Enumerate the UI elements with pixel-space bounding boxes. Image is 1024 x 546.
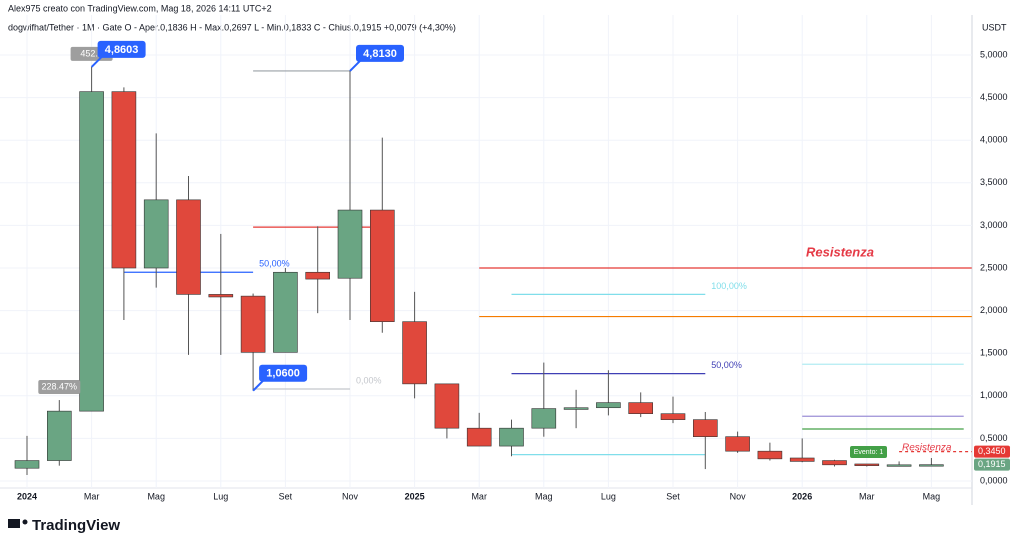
- x-tick-label: 2024: [17, 491, 37, 501]
- candle-body: [886, 464, 912, 467]
- candle-body: [434, 383, 460, 429]
- candle-body: [725, 436, 750, 452]
- event-badge: [850, 446, 887, 458]
- callout-box: [356, 44, 404, 62]
- y-tick-label: 0,0000: [980, 475, 1008, 485]
- candle-body: [79, 91, 104, 412]
- callout-box: [259, 364, 308, 382]
- candle-body: [111, 91, 137, 269]
- candle-body: [660, 413, 686, 420]
- price-tag-label: 0,1915: [978, 459, 1006, 469]
- candle-body: [919, 464, 944, 467]
- candle-body: [757, 450, 783, 460]
- y-tick-label: 1,0000: [980, 390, 1008, 400]
- x-tick-label: Set: [279, 491, 293, 501]
- note: Resistenza: [806, 244, 874, 259]
- candle-body: [337, 209, 363, 279]
- measure-box: [38, 380, 81, 395]
- candle-body: [499, 427, 524, 447]
- x-tick-label: 2025: [405, 491, 425, 501]
- x-tick-label: Lug: [213, 491, 228, 501]
- candle-body: [46, 410, 72, 461]
- candle-body: [563, 407, 589, 410]
- axis-unit: USDT: [982, 22, 1007, 32]
- y-tick-label: 5,0000: [980, 49, 1008, 59]
- candle-body: [531, 408, 557, 429]
- y-tick-label: 3,0000: [980, 220, 1008, 230]
- candle-body: [854, 463, 880, 466]
- x-tick-label: Set: [666, 491, 680, 501]
- x-tick-label: Mar: [84, 491, 100, 501]
- price-tag: [974, 445, 1010, 458]
- y-tick-label: 2,5000: [980, 262, 1008, 272]
- x-tick-label: Mag: [147, 491, 165, 501]
- price-tag-label: 0,3450: [978, 446, 1006, 456]
- x-tick-label: Mag: [535, 491, 553, 501]
- candle-body: [596, 402, 621, 409]
- y-tick-label: 1,5000: [980, 348, 1008, 358]
- level-label: 50,00%: [711, 360, 742, 370]
- callout-pointer: [90, 56, 103, 68]
- candle-body: [692, 419, 718, 437]
- subtitle: dogwifhat/Tether · 1M · Gate O - Aper.0,…: [8, 22, 456, 32]
- y-tick-label: 2,0000: [980, 305, 1008, 315]
- callout-label: 4,8130: [363, 48, 397, 60]
- x-tick-label: Mar: [471, 491, 487, 501]
- callout-box: [97, 40, 146, 58]
- candle-body: [305, 271, 331, 280]
- candle-body: [273, 271, 298, 353]
- callout-pointer: [349, 60, 361, 72]
- x-tick-label: Mar: [859, 491, 875, 501]
- callout-pointer: [252, 379, 264, 392]
- measure-label: 452.5: [80, 48, 103, 58]
- candle-body: [176, 199, 201, 295]
- candle-body: [208, 294, 234, 298]
- candle-body: [466, 427, 492, 447]
- y-tick-label: 3,5000: [980, 177, 1008, 187]
- note: Resistenza: [902, 443, 952, 454]
- candle-body: [822, 460, 847, 466]
- candle-body: [369, 209, 395, 322]
- x-tick-label: Mag: [923, 491, 941, 501]
- x-tick-label: Nov: [730, 491, 747, 501]
- candle-body: [789, 457, 815, 462]
- callout-label: 1,0600: [266, 368, 300, 380]
- x-tick-label: Nov: [342, 491, 359, 501]
- level-label: 50,00%: [259, 259, 290, 269]
- y-tick-label: 4,0000: [980, 135, 1008, 145]
- candle-body: [14, 460, 40, 469]
- callout-label: 4,8603: [105, 44, 139, 56]
- event-label: Evento: 1: [854, 449, 884, 456]
- logo-text: TradingView: [32, 517, 120, 534]
- measure-label: 228.47%: [42, 381, 78, 391]
- level-label: 0,00%: [356, 375, 382, 385]
- y-tick-label: 0,5000: [980, 433, 1008, 443]
- price-tag: [974, 458, 1010, 471]
- logo: TradingView: [8, 517, 120, 534]
- y-tick-label: 4,5000: [980, 92, 1008, 102]
- candle-body: [143, 199, 169, 269]
- x-tick-label: 2026: [792, 491, 812, 501]
- candle-body: [240, 295, 266, 353]
- header: Alex975 creato con TradingView.com, Mag …: [8, 3, 272, 13]
- candle-body: [402, 321, 427, 385]
- level-label: 100,00%: [711, 281, 747, 291]
- candle-body: [628, 402, 654, 414]
- x-tick-label: Lug: [601, 491, 616, 501]
